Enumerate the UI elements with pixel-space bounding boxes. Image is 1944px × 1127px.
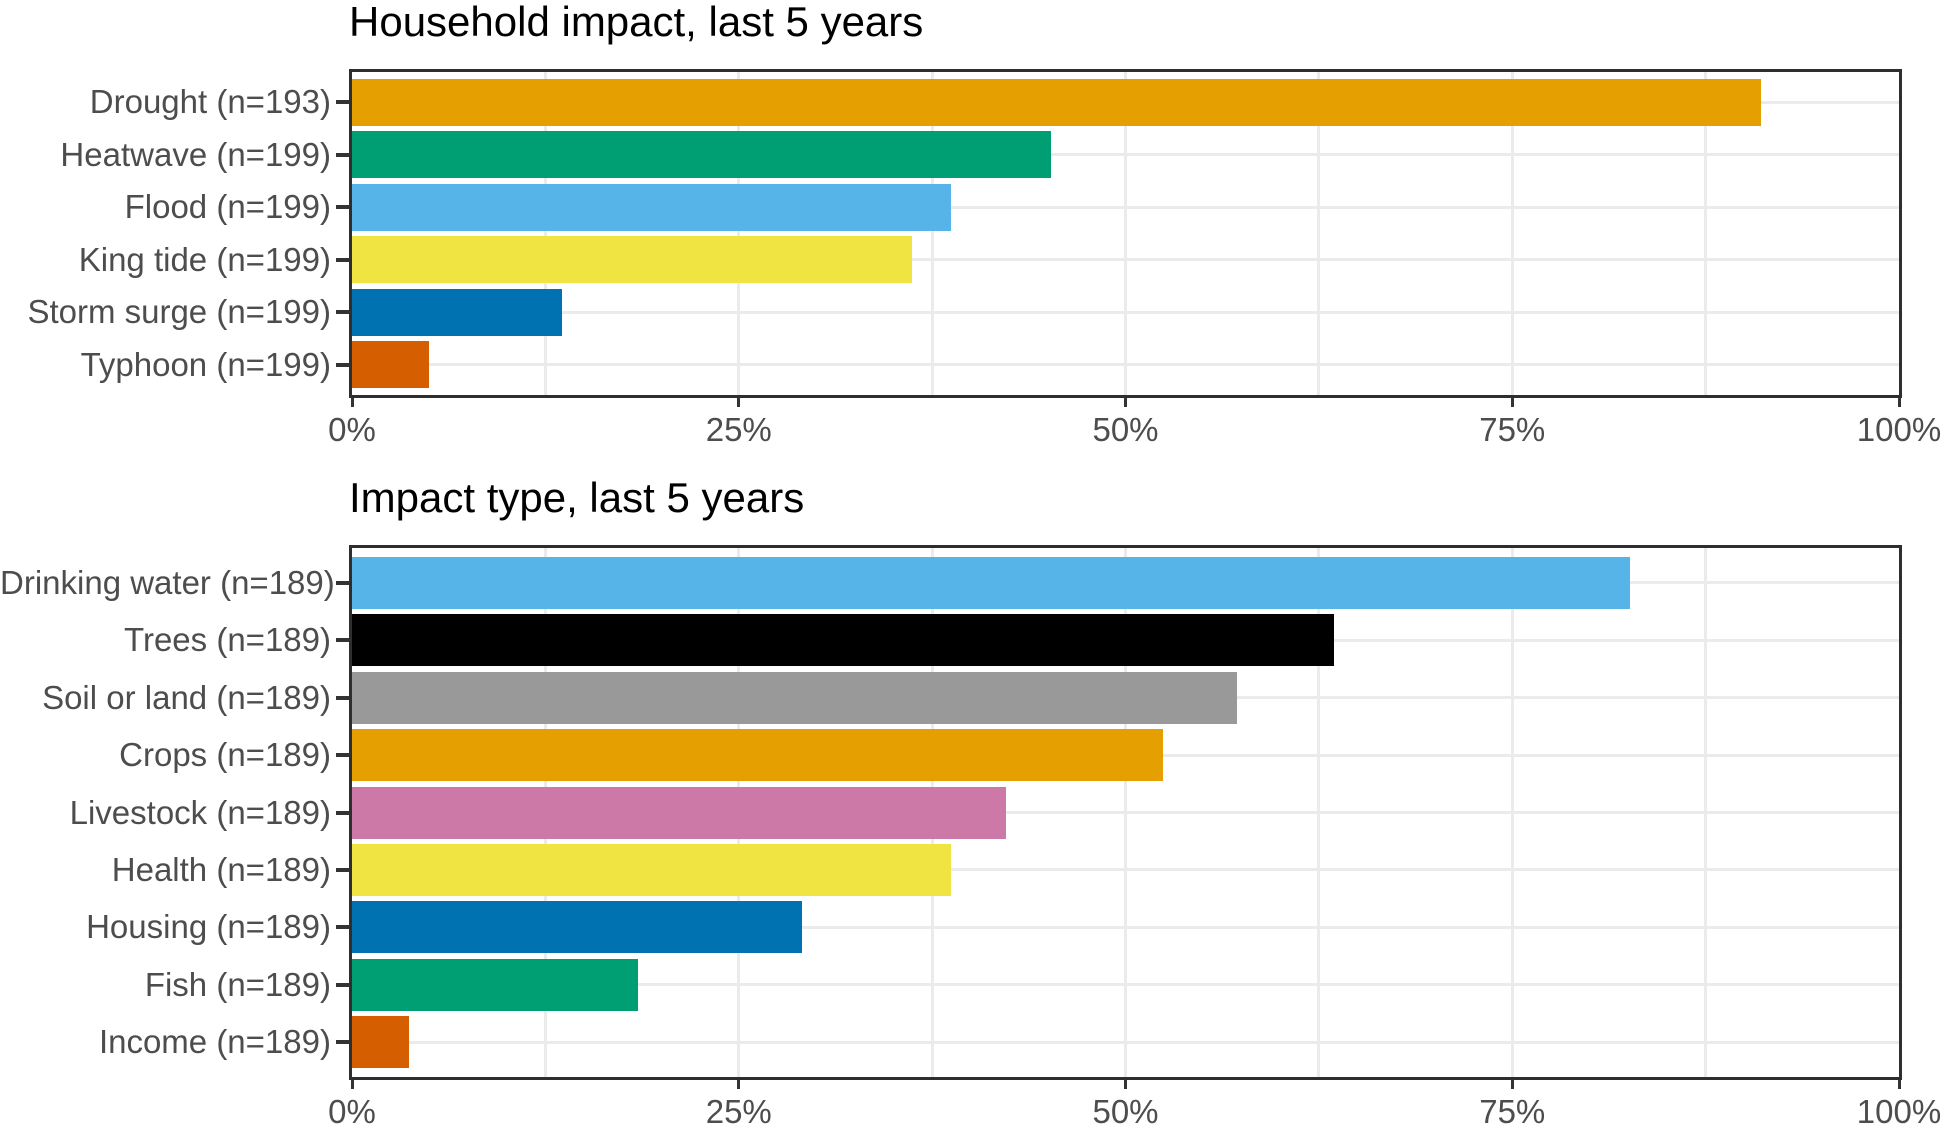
bar-king-tide: [352, 236, 912, 284]
gridline-vertical: [737, 72, 741, 395]
x-axis-tick: [350, 398, 354, 407]
bar-income: [352, 1016, 410, 1069]
x-axis-tick-label-75pct: 75%: [1479, 1093, 1546, 1127]
y-axis-label-typhoon: Typhoon (n=199): [80, 345, 331, 383]
x-axis-tick: [1897, 1080, 1901, 1089]
y-axis-label-storm-surge: Storm surge (n=199): [27, 293, 331, 331]
gridline-vertical: [930, 72, 934, 395]
y-axis-tick: [336, 257, 349, 262]
plot-panel-household-impact: [349, 69, 1902, 398]
y-axis-label-heatwave: Heatwave (n=199): [60, 135, 331, 173]
y-axis-tick: [336, 1040, 349, 1045]
y-axis-tick: [336, 925, 349, 930]
y-axis-label-livestock: Livestock (n=189): [69, 793, 331, 831]
x-axis-tick-label-50pct: 50%: [1092, 411, 1159, 448]
x-axis-tick-label-100pct: 100%: [1856, 1093, 1942, 1127]
gridline-horizontal: [352, 258, 1899, 262]
plot-panel-impact-type: [349, 545, 1902, 1080]
y-axis-tick: [336, 580, 349, 585]
bar-crops: [352, 729, 1163, 782]
x-axis-tick-label-50pct: 50%: [1092, 1093, 1159, 1127]
bar-heatwave: [352, 131, 1052, 179]
y-axis-label-drinking-water: Drinking water (n=189): [0, 563, 335, 601]
y-axis-label-drought: Drought (n=193): [89, 83, 331, 121]
chart-title-household-impact: Household impact, last 5 years: [349, 0, 924, 45]
y-axis-tick: [336, 982, 349, 987]
gridline-vertical: [1704, 72, 1708, 395]
bar-drought: [352, 78, 1762, 126]
bar-health: [352, 843, 951, 896]
gridline-horizontal: [352, 983, 1899, 987]
x-axis-tick-label-25pct: 25%: [705, 1093, 772, 1127]
y-axis-tick: [336, 100, 349, 105]
gridline-vertical: [543, 72, 547, 395]
y-axis-tick: [336, 310, 349, 315]
x-axis-tick: [1124, 398, 1127, 407]
x-axis-tick-label-75pct: 75%: [1479, 411, 1546, 448]
x-axis-tick: [1510, 1080, 1514, 1089]
bar-flood: [352, 183, 951, 231]
y-axis-tick: [336, 205, 349, 210]
gridline-horizontal: [352, 925, 1899, 929]
bar-storm-surge: [352, 288, 563, 336]
gridline-horizontal: [352, 153, 1899, 157]
bar-soil-or-land: [352, 671, 1237, 724]
y-axis-label-health: Health (n=189): [111, 850, 331, 888]
y-axis-tick: [336, 638, 349, 643]
x-axis-tick: [350, 1080, 354, 1089]
bar-housing: [352, 901, 803, 954]
x-axis-tick: [1897, 398, 1901, 407]
x-axis-tick-label-0pct: 0%: [328, 1093, 376, 1127]
y-axis-tick: [336, 753, 349, 758]
bar-livestock: [352, 786, 1007, 839]
gridline-horizontal: [352, 1040, 1899, 1044]
gridline-horizontal: [352, 363, 1899, 367]
gridline-horizontal: [352, 868, 1899, 872]
y-axis-tick: [336, 695, 349, 700]
gridline-horizontal: [352, 205, 1899, 209]
x-axis-tick: [1510, 398, 1514, 407]
x-axis-tick-label-0pct: 0%: [328, 411, 376, 448]
y-axis-tick: [336, 362, 349, 367]
gridline-vertical: [1317, 72, 1321, 395]
bar-fish: [352, 958, 639, 1011]
gridline-horizontal: [352, 811, 1899, 814]
x-axis-tick: [737, 1080, 741, 1089]
chart-title-impact-type: Impact type, last 5 years: [349, 474, 805, 521]
y-axis-label-trees: Trees (n=189): [124, 621, 331, 659]
bar-drinking-water: [352, 556, 1630, 609]
y-axis-label-king-tide: King tide (n=199): [78, 240, 331, 278]
x-axis-tick-label-100pct: 100%: [1856, 411, 1942, 448]
x-axis-tick-label-25pct: 25%: [705, 411, 772, 448]
gridline-vertical: [1124, 72, 1127, 395]
y-axis-label-crops: Crops (n=189): [119, 736, 331, 774]
y-axis-tick: [336, 867, 349, 872]
x-axis-tick: [1124, 1080, 1127, 1089]
y-axis-label-income: Income (n=189): [98, 1023, 331, 1061]
y-axis-tick: [336, 810, 349, 815]
x-axis-tick: [737, 398, 741, 407]
y-axis-label-flood: Flood (n=199): [124, 188, 331, 226]
y-axis-label-fish: Fish (n=189): [144, 965, 331, 1003]
gridline-vertical: [1510, 72, 1514, 395]
bar-trees: [352, 614, 1335, 667]
y-axis-tick: [336, 152, 349, 157]
y-axis-label-soil-or-land: Soil or land (n=189): [42, 678, 331, 716]
gridline-horizontal: [352, 310, 1899, 314]
y-axis-label-housing: Housing (n=189): [86, 908, 331, 946]
bar-typhoon: [352, 341, 430, 389]
